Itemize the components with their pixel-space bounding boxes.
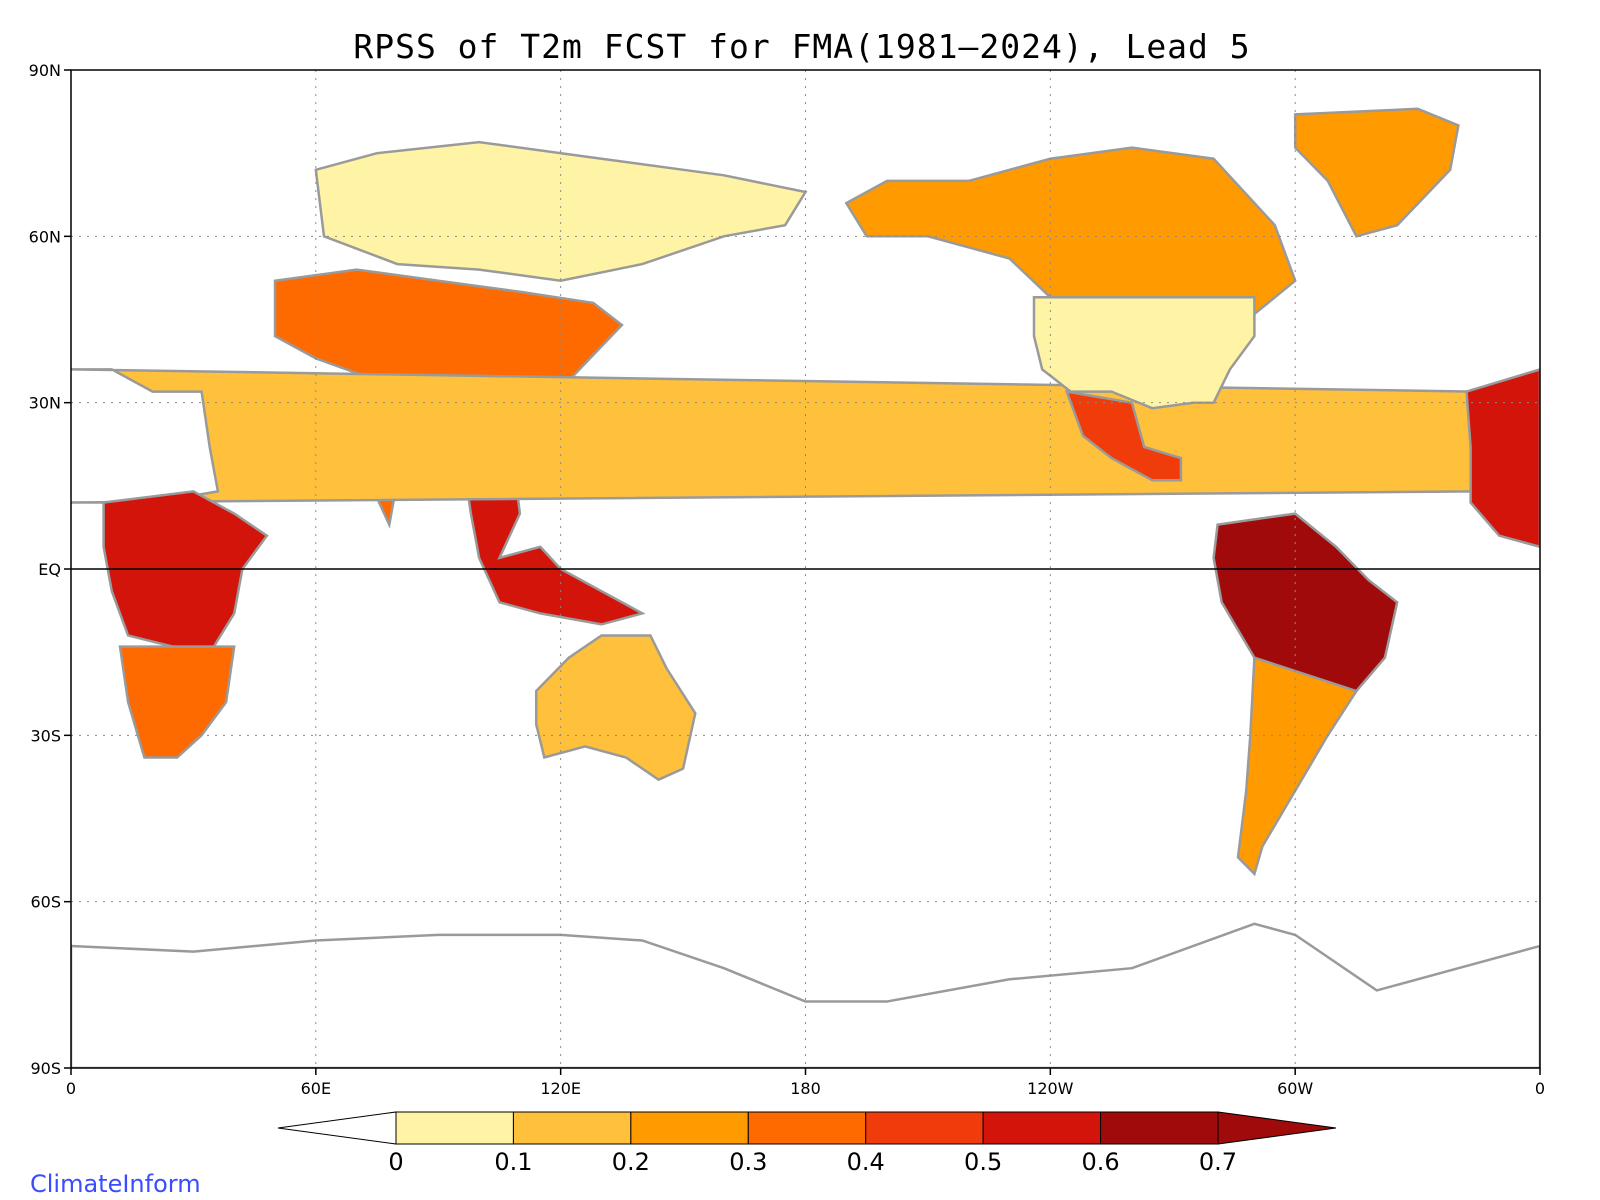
x-tick-label: 120E [540,1079,581,1098]
y-tick-label: 30N [29,394,61,413]
colorbar-bin [512,1111,632,1145]
chart-title: RPSS of T2m FCST for FMA(1981–2024), Lea… [353,27,1250,66]
antarctica-outline [71,922,1540,1068]
region-united-states [1032,296,1256,410]
colorbar-bin [747,1111,867,1145]
y-axis: 90N 60N 30N EQ 30S 60S 90S [29,61,71,1078]
colorbar-above-arrow [1217,1111,1337,1145]
colorbar-below-arrow [277,1111,397,1145]
region-australia [534,634,697,782]
region-canada [844,146,1297,327]
y-tick-label: 60N [29,227,61,246]
y-tick-label: 30S [30,726,61,745]
colorbar-bin [1100,1111,1219,1145]
region-amazon-brazil [1212,512,1399,693]
region-north-africa [71,368,1476,504]
colorbar-label: 0.1 [494,1148,532,1176]
colorbar-label: 0.2 [612,1148,650,1176]
colorbar-label: 0.3 [729,1148,767,1176]
colorbar-label: 0.4 [847,1148,885,1176]
map-area [70,69,1541,1069]
colorbar-label: 0 [388,1148,403,1176]
colorbar-bin [982,1111,1102,1145]
region-west-africa-east-edge- [1465,368,1540,549]
x-axis: 0 60E 120E 180 120W 60W 0 [66,1068,1545,1098]
x-tick-label: 0 [66,1079,76,1098]
x-tick-label: 60W [1277,1079,1313,1098]
colorbar-bin [395,1111,514,1145]
region-mexico [1064,390,1183,482]
land-layer [71,107,1540,1068]
brand-label: ClimateInform [30,1170,201,1198]
region-southern-south-america [1236,656,1359,877]
x-tick-label: 60E [301,1079,331,1098]
colorbar-bin [630,1111,749,1145]
colorbar: 0 0.1 0.2 0.3 0.4 0.5 0.6 0.7 [277,1111,1337,1176]
colorbar-label: 0.7 [1199,1148,1237,1176]
y-tick-label: 90N [29,61,61,80]
region-siberia [314,140,808,282]
region-greenland [1293,107,1460,238]
y-tick-label: 90S [30,1059,61,1078]
colorbar-bin [865,1111,984,1145]
colorbar-label: 0.6 [1081,1148,1119,1176]
x-tick-label: 180 [790,1079,821,1098]
y-tick-label: EQ [38,560,61,579]
grid-layer [71,70,1540,1068]
region-southern-africa [118,645,236,759]
colorbar-label: 0.5 [964,1148,1002,1176]
x-tick-label: 120W [1027,1079,1074,1098]
y-tick-label: 60S [30,893,61,912]
x-tick-label: 0 [1535,1079,1545,1098]
